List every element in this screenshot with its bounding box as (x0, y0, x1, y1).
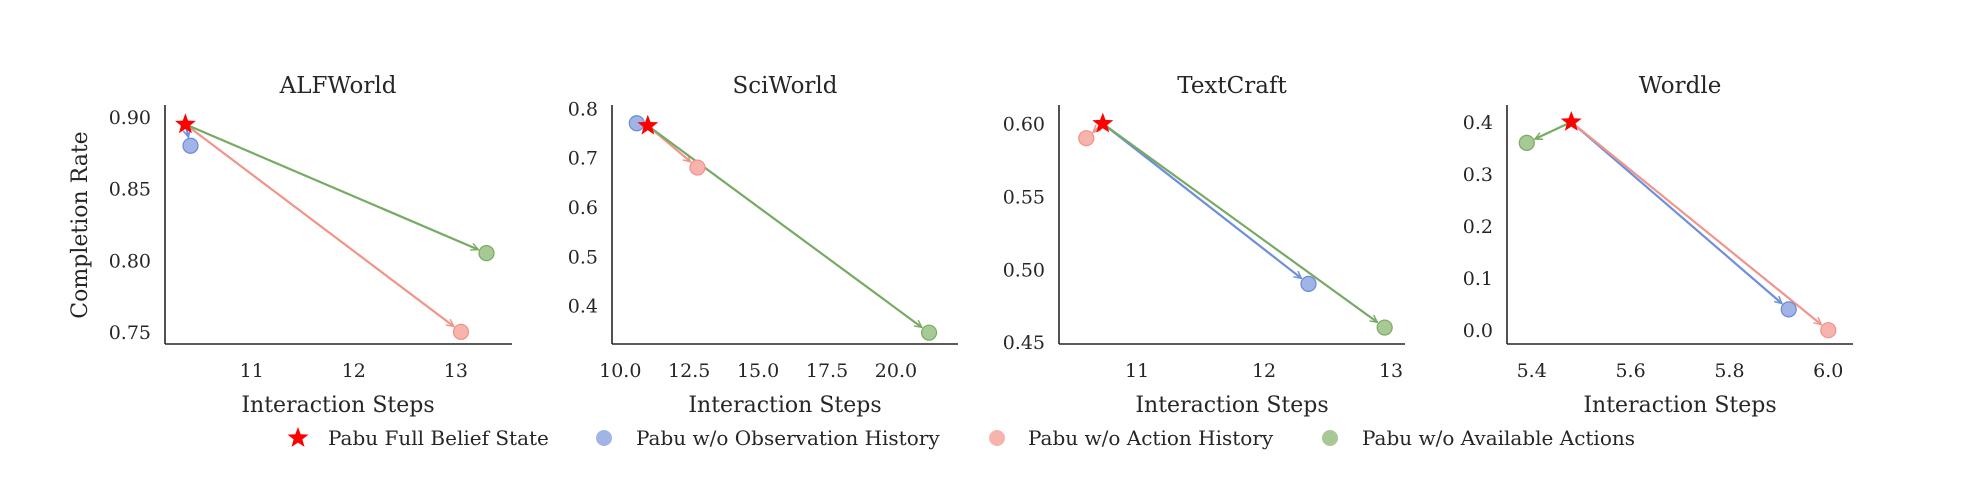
axes: 0.4 0.5 0.6 0.7 0.8 10.0 12.5 15.0 17.5 20.0 (568, 98, 958, 382)
x-tick-label: 15.0 (737, 360, 779, 382)
x-axis-label: Interaction Steps (1135, 393, 1328, 418)
arrow-no-available-actions (184, 123, 478, 249)
y-tick-label: 0.80 (109, 250, 151, 272)
x-tick-label: 20.0 (875, 360, 917, 382)
y-tick-label: 0.2 (1463, 216, 1493, 238)
y-tick-label: 0.50 (1003, 259, 1045, 281)
point-full-belief-star-icon (175, 113, 196, 134)
panel-title: TextCraft (1177, 73, 1287, 99)
x-tick-label: 5.4 (1517, 360, 1547, 382)
y-tick-label: 0.3 (1463, 164, 1493, 186)
star-marker-icon (287, 427, 309, 447)
arrow-no-action (184, 123, 453, 326)
arrow-no-observation (1570, 121, 1782, 303)
point-no-available-actions (1376, 319, 1393, 336)
x-tick-label: 12.5 (668, 360, 710, 382)
x-tick-label: 6.0 (1813, 360, 1843, 382)
axes: 0.0 0.1 0.2 0.3 0.4 5.4 5.6 5.8 6.0 (1463, 105, 1853, 382)
circle-marker-icon (596, 430, 612, 446)
x-tick-label: 5.6 (1615, 360, 1645, 382)
circle-marker-icon (1322, 430, 1338, 446)
point-no-observation (1300, 275, 1317, 292)
x-tick-label: 13 (444, 360, 468, 382)
point-full-belief-star-icon (1560, 111, 1582, 131)
legend-label: Pabu w/o Action History (1028, 426, 1274, 450)
arrow-no-action (1570, 121, 1821, 325)
point-no-available-actions (920, 324, 938, 341)
x-tick-label: 5.8 (1714, 360, 1744, 382)
point-no-action (452, 323, 470, 340)
point-no-available-actions (1518, 134, 1535, 151)
y-tick-label: 0.5 (568, 246, 598, 268)
point-no-action (1820, 322, 1837, 339)
legend-item-no-available-actions: Pabu w/o Available Actions (1322, 426, 1635, 450)
panel-alfworld: ALFWorld Completion Rate Interaction Ste… (68, 73, 512, 418)
panel-sciworld: SciWorld Interaction Steps 0.40.50.60.70… (568, 73, 958, 418)
x-tick-label: 12 (1252, 360, 1276, 382)
arrow-no-available-actions (647, 124, 922, 328)
x-tick-label: 13 (1379, 360, 1403, 382)
y-tick-label: 0.0 (1463, 320, 1493, 342)
legend: Pabu Full Belief State Pabu w/o Observat… (287, 426, 1635, 450)
arrow-no-available-actions (1102, 122, 1378, 323)
legend-item-no-observation: Pabu w/o Observation History (596, 426, 940, 450)
y-tick-label: 0.55 (1003, 186, 1045, 208)
y-tick-label: 0.4 (1463, 112, 1493, 134)
legend-label: Pabu Full Belief State (328, 426, 549, 450)
point-no-available-actions (478, 245, 495, 262)
x-axis-label: Interaction Steps (1583, 393, 1776, 418)
point-no-action (1078, 130, 1095, 147)
y-tick-label: 0.45 (1003, 332, 1045, 354)
point-no-observation (1780, 301, 1797, 318)
point-no-observation (182, 137, 199, 154)
x-tick-label: 11 (1125, 360, 1149, 382)
arrow-no-observation (1102, 122, 1302, 279)
x-tick-label: 17.5 (806, 360, 848, 382)
y-tick-label: 0.90 (109, 107, 151, 129)
x-axis-label: Interaction Steps (688, 393, 881, 418)
x-tick-label: 11 (240, 360, 264, 382)
circle-marker-icon (989, 430, 1005, 446)
x-axis-label: Interaction Steps (241, 393, 434, 418)
y-tick-label: 0.75 (109, 322, 151, 344)
panel-title: Wordle (1639, 73, 1722, 99)
legend-item-no-action: Pabu w/o Action History (989, 426, 1274, 450)
y-tick-label: 0.6 (568, 197, 598, 219)
x-tick-label: 10.0 (599, 360, 641, 382)
y-tick-label: 0.8 (568, 98, 598, 120)
panel-wordle: Wordle Interaction Steps 0.0 0.1 0.2 0.3 0.4… (1463, 73, 1853, 418)
legend-item-full-belief: Pabu Full Belief State (287, 426, 549, 450)
point-full-belief-star-icon (637, 114, 659, 135)
x-tick-label: 12 (342, 360, 366, 382)
y-axis-label: Completion Rate (68, 131, 93, 318)
panel-title: ALFWorld (279, 73, 397, 99)
legend-label: Pabu w/o Observation History (636, 426, 940, 450)
y-tick-label: 0.85 (109, 179, 151, 201)
y-tick-label: 0.60 (1003, 114, 1045, 136)
y-tick-label: 0.7 (568, 148, 598, 170)
y-tick-label: 0.4 (568, 296, 598, 318)
legend-label: Pabu w/o Available Actions (1362, 426, 1635, 450)
panel-title: SciWorld (733, 73, 838, 99)
panel-textcraft: TextCraft Interaction Steps 0.45 0.50 0.55… (1003, 73, 1405, 418)
axes: 0.45 0.50 0.55 0.60 11 12 13 (1003, 105, 1405, 382)
axes: 0.75 0.80 0.85 0.90 11 12 13 (109, 105, 512, 382)
point-no-action (689, 159, 706, 176)
y-tick-label: 0.1 (1463, 268, 1493, 290)
arrow-no-available-actions (1535, 121, 1572, 141)
point-full-belief-star-icon (1092, 112, 1114, 133)
